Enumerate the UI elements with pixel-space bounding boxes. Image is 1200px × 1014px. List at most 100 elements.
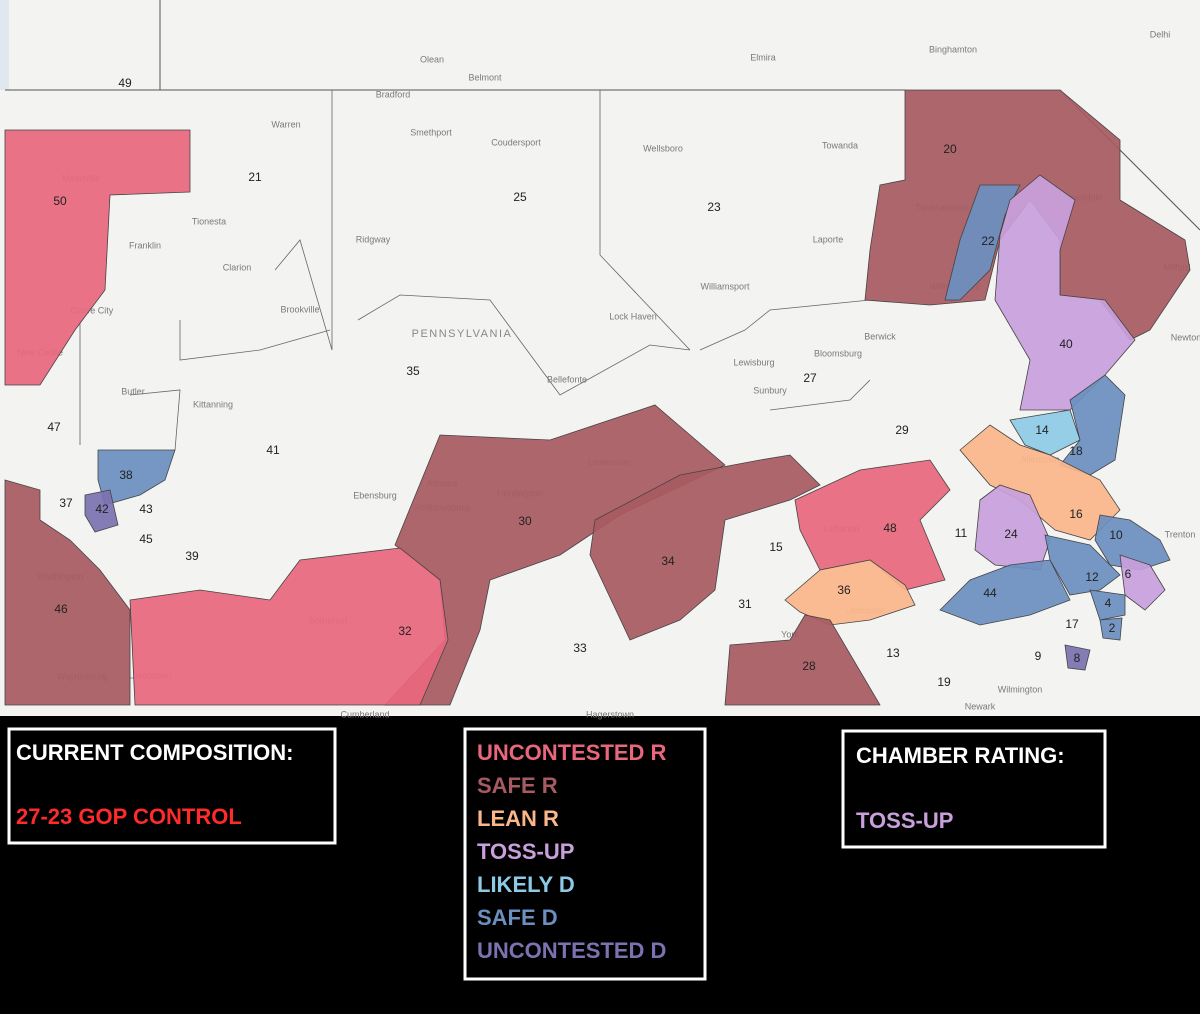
legend-item: UNCONTESTED D xyxy=(477,938,666,963)
district-area xyxy=(84,489,119,533)
city-label: Berwick xyxy=(864,331,896,341)
city-label: Williamsport xyxy=(700,281,750,291)
chamber-title: CHAMBER RATING: xyxy=(856,743,1065,768)
city-label: Ridgway xyxy=(356,234,391,244)
district-label: 42 xyxy=(95,502,109,516)
city-label: Olean xyxy=(420,54,444,64)
district-label: 33 xyxy=(573,641,587,655)
district-area xyxy=(724,614,881,706)
city-label: Warren xyxy=(271,119,300,129)
district-label: 27 xyxy=(803,371,817,385)
city-label: Kittanning xyxy=(193,399,233,409)
city-label: Clarion xyxy=(223,262,252,272)
city-label: Elmira xyxy=(750,52,776,62)
city-label: Bloomsburg xyxy=(814,348,862,358)
district xyxy=(724,614,881,706)
district-area xyxy=(97,449,176,506)
chamber-box xyxy=(841,729,1107,849)
district-label: 16 xyxy=(1069,507,1083,521)
district-label: 46 xyxy=(54,602,68,616)
district-label: 2 xyxy=(1109,621,1116,635)
district-label: 38 xyxy=(119,468,133,482)
city-label: Ebensburg xyxy=(353,490,397,500)
district xyxy=(1099,617,1123,641)
district xyxy=(1064,644,1091,671)
city-label: Wilmington xyxy=(998,684,1043,694)
district-area xyxy=(994,174,1136,411)
district-label: 17 xyxy=(1065,617,1079,631)
district-label: 48 xyxy=(883,521,897,535)
city-label: Bradford xyxy=(376,89,411,99)
district-label: 24 xyxy=(1004,527,1018,541)
city-label: York xyxy=(781,629,799,639)
district-area xyxy=(4,479,131,706)
city-label: Newton xyxy=(1171,332,1200,342)
city-label: Coudersport xyxy=(491,137,541,147)
district-label: 15 xyxy=(769,540,783,554)
legend-item: SAFE D xyxy=(477,905,558,930)
district xyxy=(589,454,821,641)
legend-item: UNCONTESTED R xyxy=(477,740,667,765)
district-label: 22 xyxy=(981,234,995,248)
district-label: 11 xyxy=(955,526,968,540)
city-label: Smethport xyxy=(410,127,452,137)
city-label: Grove City xyxy=(71,305,114,315)
city-label: Lewisburg xyxy=(733,357,774,367)
district-label: 35 xyxy=(406,364,420,378)
district-label: 43 xyxy=(139,502,153,516)
city-label: Cumberland xyxy=(340,709,389,719)
district xyxy=(1009,409,1081,456)
district-label: 39 xyxy=(185,549,199,563)
chamber-value: TOSS-UP xyxy=(856,808,953,833)
district-area xyxy=(794,459,951,591)
district xyxy=(1089,589,1126,621)
legend-item: SAFE R xyxy=(477,773,558,798)
district-label: 25 xyxy=(513,190,527,204)
district-label: 28 xyxy=(802,659,816,673)
legend-item: LIKELY D xyxy=(477,872,575,897)
district xyxy=(4,479,131,706)
district-area xyxy=(1089,589,1126,621)
city-label: Belmont xyxy=(468,72,502,82)
city-label: Laporte xyxy=(813,234,844,244)
district-label: 34 xyxy=(661,554,675,568)
district-label: 30 xyxy=(518,514,532,528)
district xyxy=(1119,554,1166,611)
district-area xyxy=(1064,644,1091,671)
district xyxy=(129,547,449,706)
legend-item: TOSS-UP xyxy=(477,839,574,864)
district xyxy=(84,489,119,533)
city-label: Lock Haven xyxy=(609,311,657,321)
district-label: 45 xyxy=(139,532,153,546)
districts xyxy=(4,89,1191,706)
district-label: 10 xyxy=(1109,528,1123,542)
district-label: 20 xyxy=(943,142,957,156)
city-label: Butler xyxy=(121,386,145,396)
legend-item: LEAN R xyxy=(477,806,559,831)
district-label: 21 xyxy=(248,170,262,184)
district-label: 50 xyxy=(53,194,67,208)
district xyxy=(939,559,1071,626)
lake xyxy=(0,0,9,90)
district-label: 9 xyxy=(1035,649,1042,663)
district xyxy=(1059,374,1126,476)
district-area xyxy=(1009,409,1081,456)
district-area xyxy=(1094,514,1171,571)
district xyxy=(994,174,1136,411)
district-label: 31 xyxy=(738,597,752,611)
district-label: 4 xyxy=(1105,596,1112,610)
district-label: 32 xyxy=(398,624,412,638)
district-area xyxy=(129,547,449,706)
district xyxy=(1044,534,1121,596)
city-label: Brookville xyxy=(280,304,319,314)
composition-value: 27-23 GOP CONTROL xyxy=(16,804,242,829)
city-label: Newark xyxy=(965,701,996,711)
district-area xyxy=(1044,534,1121,596)
district-area xyxy=(939,559,1071,626)
district xyxy=(4,129,191,386)
legend-box xyxy=(463,727,707,981)
district-label: 18 xyxy=(1069,444,1083,458)
composition-box xyxy=(7,727,337,845)
district-label: 49 xyxy=(118,76,132,90)
city-label: Trenton xyxy=(1165,529,1196,539)
